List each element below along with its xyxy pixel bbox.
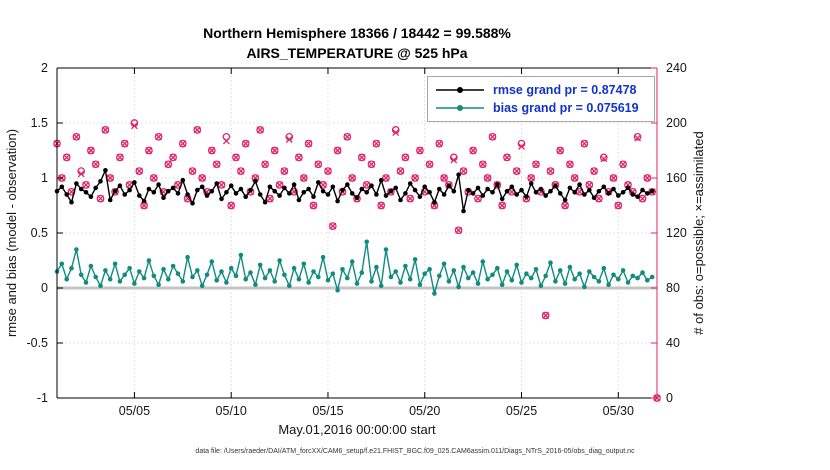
y-left-tick-label: 1 (41, 171, 48, 185)
legend: rmse grand pr = 0.87478 bias grand pr = … (427, 76, 655, 122)
y-left-tick-label: 0 (41, 281, 48, 295)
y-left-tick-label: 1.5 (31, 116, 48, 130)
legend-label-bias: bias grand pr = 0.075619 (493, 101, 639, 115)
y-right-tick-label: 0 (666, 391, 673, 405)
x-axis-label: May.01,2016 00:00:00 start (278, 422, 436, 437)
x-tick-label: 05/25 (506, 404, 537, 418)
x-tick-label: 05/15 (312, 404, 343, 418)
plot-generated-content: 05/05 05/10 05/15 05/20 05/25 05/30 -1 -0.5 0 0.5… (26, 61, 686, 418)
bias-series (54, 239, 655, 296)
axes: 05/05 05/10 05/15 05/20 05/25 05/30 -1 -0.5 0 0.5… (26, 61, 686, 418)
rmse-line-sample-icon (436, 87, 484, 93)
legend-item-bias: bias grand pr = 0.075619 (434, 101, 648, 115)
y-right-tick-label: 120 (666, 226, 687, 240)
legend-label-rmse: rmse grand pr = 0.87478 (493, 83, 637, 97)
y-axis-label-left: rmse and bias (model - observation) (4, 129, 19, 337)
chart-title: Northern Hemisphere 18366 / 18442 = 99.5… (203, 25, 511, 41)
x-tick-label: 05/30 (603, 404, 634, 418)
y-left-tick-label: -1 (37, 391, 48, 405)
x-tick-label: 05/10 (216, 404, 247, 418)
y-right-tick-label: 160 (666, 171, 687, 185)
x-tick-label: 05/20 (409, 404, 440, 418)
possible-obs-markers (53, 119, 661, 402)
y-right-tick-label: 40 (666, 336, 680, 350)
y-axis-label-right: # of obs: o=possible; ×=assimilated (691, 131, 706, 334)
rmse-series (54, 167, 655, 214)
y-left-tick-label: 0.5 (31, 226, 48, 240)
bias-line-sample-icon (436, 105, 484, 111)
y-right-tick-label: 240 (666, 61, 687, 75)
assimilated-obs-markers (53, 122, 661, 402)
y-left-tick-label: 2 (41, 61, 48, 75)
data-file-caption: data file: /Users/raeder/DAI/ATM_forcXX/… (195, 448, 635, 455)
y-right-tick-label: 80 (666, 281, 680, 295)
y-left-tick-label: -0.5 (26, 336, 48, 350)
y-right-tick-label: 200 (666, 116, 687, 130)
x-tick-label: 05/05 (119, 404, 150, 418)
chart-subtitle: AIRS_TEMPERATURE @ 525 hPa (246, 45, 467, 61)
legend-item-rmse: rmse grand pr = 0.87478 (434, 83, 648, 97)
